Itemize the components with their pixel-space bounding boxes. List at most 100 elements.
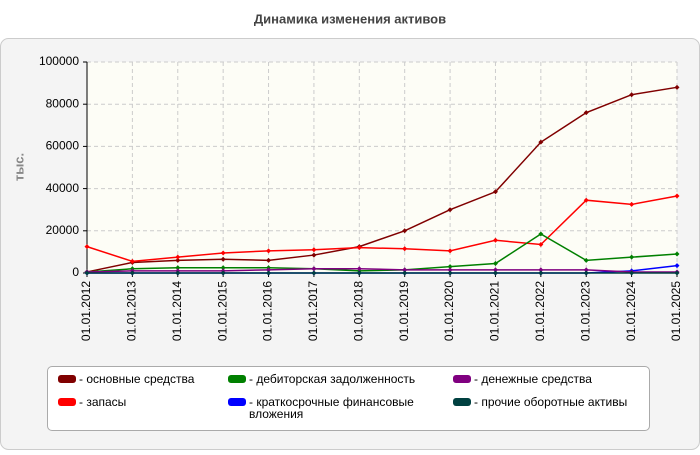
x-tick-label: 01.01.2012 <box>79 281 93 341</box>
legend-label: - прочие оборотные активы <box>474 394 628 409</box>
point-marker <box>583 270 589 276</box>
y-axis-label: тыс. <box>11 153 26 181</box>
point-marker <box>447 207 453 213</box>
legend-label: - денежные средства <box>474 372 592 386</box>
point-marker <box>266 267 272 273</box>
point-marker <box>538 242 544 248</box>
point-marker <box>311 266 317 272</box>
point-marker <box>674 263 680 269</box>
point-marker <box>84 244 90 250</box>
point-marker <box>583 197 589 203</box>
point-marker <box>538 231 544 237</box>
point-marker <box>674 270 680 276</box>
x-tick-label: 01.01.2017 <box>306 281 320 341</box>
point-marker <box>266 248 272 254</box>
x-tick-label: 01.01.2013 <box>125 281 139 341</box>
point-marker <box>583 110 589 116</box>
point-marker <box>402 246 408 252</box>
chart-title: Динамика изменения активов <box>254 11 446 26</box>
legend-item: - дебиторская задолженность <box>228 373 453 396</box>
point-marker <box>492 261 498 267</box>
point-marker <box>266 270 272 276</box>
y-tick-label: 60000 <box>46 139 80 153</box>
legend-label: - дебиторская задолженность <box>249 372 416 386</box>
legend: - основные средства - запасы - дебиторская… <box>47 366 650 431</box>
point-marker <box>175 265 181 271</box>
x-tick-label: 01.01.2022 <box>533 281 547 341</box>
plot-area <box>87 62 677 273</box>
legend-label: - запасы <box>79 394 127 409</box>
point-marker <box>402 267 408 273</box>
point-marker <box>447 270 453 276</box>
y-tick-label: 80000 <box>46 96 80 110</box>
legend-item: - денежные средства <box>453 373 643 396</box>
point-marker <box>538 139 544 145</box>
legend-swatch <box>228 397 246 406</box>
x-tick-label: 01.01.2018 <box>351 281 365 341</box>
point-marker <box>492 237 498 243</box>
point-marker <box>674 251 680 257</box>
series-line <box>86 86 678 273</box>
point-marker <box>266 257 272 263</box>
legend-item: - краткосрочные финансовые вложения <box>228 396 453 431</box>
point-marker <box>674 193 680 199</box>
point-marker <box>356 245 362 251</box>
point-marker <box>538 270 544 276</box>
point-marker <box>356 270 362 276</box>
point-marker <box>583 267 589 273</box>
point-marker <box>220 256 226 262</box>
y-tick-label: 0 <box>72 265 79 279</box>
point-marker <box>356 266 362 272</box>
legend-swatch <box>228 375 246 383</box>
point-marker <box>447 248 453 254</box>
x-tick-label: 01.01.2025 <box>669 281 683 341</box>
legend-swatch <box>453 397 471 406</box>
x-tick-label: 01.01.2014 <box>170 281 184 341</box>
point-marker <box>629 201 635 207</box>
x-tick-label: 01.01.2024 <box>624 281 638 341</box>
point-marker <box>674 84 680 90</box>
point-marker <box>311 247 317 253</box>
point-marker <box>311 270 317 276</box>
point-marker <box>447 264 453 270</box>
point-marker <box>402 270 408 276</box>
point-marker <box>311 252 317 258</box>
point-marker <box>220 270 226 276</box>
point-marker <box>447 267 453 273</box>
point-marker <box>220 250 226 256</box>
legend-item: - запасы <box>58 396 228 431</box>
point-marker <box>538 267 544 273</box>
legend-item: - прочие оборотные активы <box>453 396 643 431</box>
series-line <box>86 268 677 273</box>
point-marker <box>84 270 90 276</box>
legend-swatch <box>453 375 471 383</box>
x-tick-label: 01.01.2020 <box>442 281 456 341</box>
point-marker <box>629 254 635 260</box>
point-marker <box>220 265 226 271</box>
point-marker <box>492 189 498 195</box>
x-tick-label: 01.01.2023 <box>578 281 592 341</box>
legend-label: - основные средства <box>79 372 195 386</box>
series-line <box>86 195 678 263</box>
legend-swatch <box>58 375 76 383</box>
y-tick-label: 20000 <box>46 223 80 237</box>
legend-swatch <box>58 397 76 406</box>
x-tick-label: 01.01.2015 <box>215 281 229 341</box>
point-marker <box>629 270 635 276</box>
legend-label: - краткосрочные финансовые вложения <box>249 394 414 421</box>
point-marker <box>175 270 181 276</box>
point-marker <box>492 270 498 276</box>
y-tick-label: 40000 <box>46 181 80 195</box>
x-tick-label: 01.01.2021 <box>488 281 502 341</box>
point-marker <box>492 267 498 273</box>
x-tick-label: 01.01.2019 <box>397 281 411 341</box>
x-tick-label: 01.01.2016 <box>261 281 275 341</box>
point-marker <box>402 228 408 234</box>
point-marker <box>629 92 635 98</box>
point-marker <box>129 258 135 264</box>
legend-item: - основные средства <box>58 373 228 396</box>
point-marker <box>583 257 589 263</box>
series-line <box>86 233 678 273</box>
